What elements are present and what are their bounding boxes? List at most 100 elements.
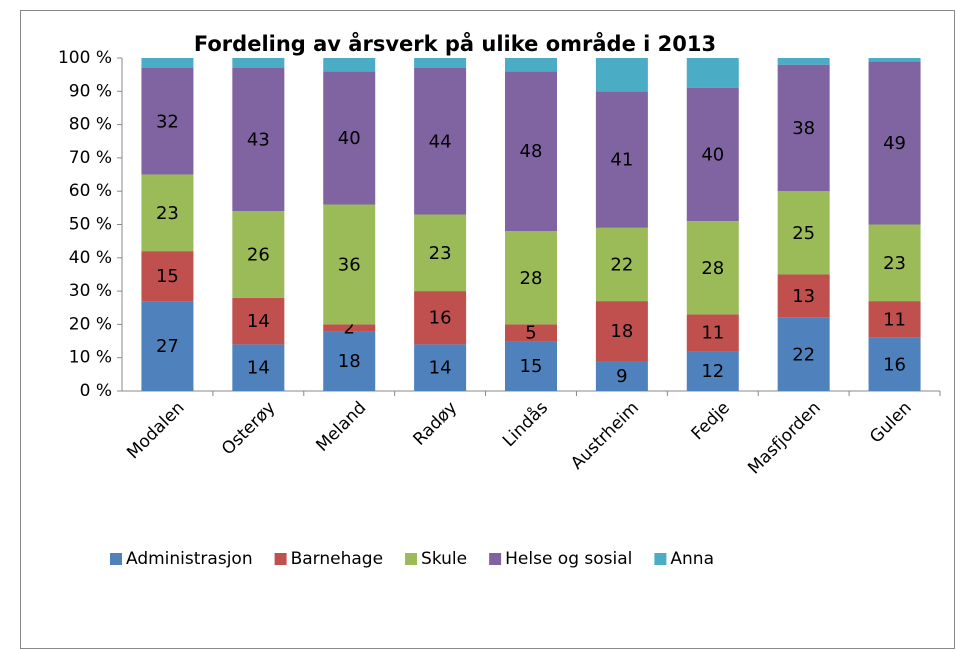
data-label: 15: [520, 356, 543, 377]
bar-segment: [141, 251, 194, 302]
bar-segment: [505, 71, 557, 232]
y-tick-label: 50 %: [69, 215, 112, 235]
bar-segment: [868, 337, 921, 391]
bar-segment: [595, 227, 648, 302]
bar-segment: [323, 58, 376, 72]
data-label: 23: [883, 253, 906, 274]
bar-segment: [686, 58, 739, 88]
bar-segment: [505, 231, 557, 325]
bar-segment: [232, 344, 285, 391]
data-label: 25: [792, 223, 815, 244]
data-label: 23: [429, 243, 452, 264]
data-label: 41: [610, 150, 633, 171]
bar-segment: [595, 91, 648, 228]
bar-segment: [141, 67, 194, 175]
data-label: 12: [701, 361, 724, 382]
data-label: 16: [429, 308, 452, 329]
bar-segment: [777, 191, 830, 275]
bar-segment: [141, 301, 194, 391]
data-label: 13: [792, 286, 815, 307]
bar-segment: [595, 301, 648, 362]
y-tick-label: 10 %: [69, 348, 112, 368]
data-label: 2: [343, 318, 354, 339]
data-label: 14: [247, 311, 270, 332]
bar-segment: [323, 324, 376, 332]
legend-swatch: [110, 553, 122, 565]
bar-segment: [686, 221, 739, 315]
data-label: 11: [701, 323, 724, 344]
bar-segment: [686, 87, 739, 222]
data-label: 49: [883, 133, 906, 154]
data-label: 38: [792, 118, 815, 139]
bar-segment: [505, 341, 557, 391]
y-tick-label: 100 %: [58, 48, 112, 68]
data-label: 18: [338, 351, 361, 372]
bar-segment: [505, 324, 557, 342]
legend: Administrasjon Barnehage Skule Helse og sos…: [110, 549, 714, 569]
bar-segment: [232, 297, 285, 345]
bar-segment: [595, 58, 648, 92]
y-tick-label: 90 %: [69, 81, 112, 101]
bar-segment: [414, 291, 467, 345]
bar-segment: [323, 71, 376, 205]
data-label: 14: [247, 358, 270, 379]
legend-swatch: [405, 553, 418, 565]
data-label: 27: [156, 336, 179, 357]
legend-swatch: [489, 553, 502, 565]
data-label: 16: [883, 354, 906, 375]
bar-segment: [505, 58, 557, 72]
data-label: 5: [525, 323, 536, 344]
data-label: 9: [616, 366, 627, 387]
data-label: 40: [701, 145, 724, 166]
bar-segment: [141, 58, 194, 68]
bar-segment: [686, 351, 739, 391]
legend-label: Barnehage: [291, 549, 383, 569]
data-label: 11: [883, 309, 906, 330]
bar-segment: [323, 204, 376, 325]
data-label: 14: [429, 358, 452, 379]
y-tick-label: 20 %: [69, 314, 112, 334]
bar-segment: [777, 317, 830, 391]
legend-swatch: [654, 553, 667, 565]
bar-segment: [323, 331, 376, 391]
legend-label: Administrasjon: [126, 549, 253, 569]
bar-segment: [868, 58, 921, 62]
chart-title: Fordeling av årsverk på ulike område i 2…: [194, 31, 716, 56]
data-label: 32: [156, 111, 179, 132]
data-label: 18: [610, 321, 633, 342]
legend-swatch: [274, 553, 287, 565]
data-label: 22: [610, 254, 633, 275]
data-label: 36: [338, 254, 361, 275]
y-tick-label: 60 %: [69, 181, 112, 201]
legend-label: Anna: [670, 549, 714, 569]
data-label: 40: [338, 128, 361, 149]
data-label: 26: [247, 244, 270, 265]
bar-segment: [777, 274, 830, 318]
bar-segment: [414, 58, 467, 68]
data-label: 28: [701, 258, 724, 279]
y-tick-label: 70 %: [69, 148, 112, 168]
data-label: 22: [792, 344, 815, 365]
bar-segment: [868, 224, 921, 302]
y-tick-label: 40 %: [69, 248, 112, 268]
bar-segment: [141, 174, 194, 252]
y-tick-label: 30 %: [69, 281, 112, 301]
bar-segment: [414, 67, 467, 215]
bar-segment: [777, 58, 830, 65]
bar-segment: [414, 214, 467, 292]
data-label: 48: [520, 141, 543, 162]
y-tick-label: 80 %: [69, 115, 112, 135]
bar-segment: [777, 64, 830, 192]
bar-segment: [232, 211, 285, 298]
bar-segment: [868, 61, 921, 225]
legend-label: Skule: [421, 549, 467, 569]
bar-segment: [686, 314, 739, 352]
data-label: 43: [247, 130, 270, 151]
bar-segment: [414, 344, 467, 391]
bar-segment: [232, 58, 285, 68]
bar-segment: [595, 361, 648, 391]
y-tick-label: 0 %: [80, 381, 112, 401]
legend-label: Helse og sosial: [505, 549, 632, 569]
